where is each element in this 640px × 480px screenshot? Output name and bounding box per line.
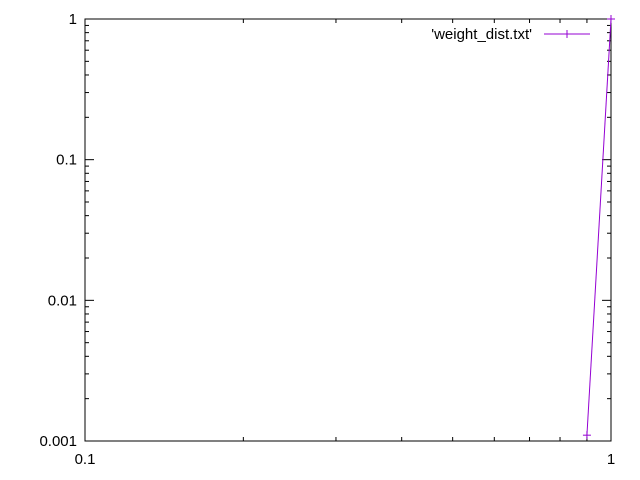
x-tick-label: 1 xyxy=(607,451,615,468)
plot-frame xyxy=(84,18,612,442)
y-tick-label: 1 xyxy=(69,11,77,28)
minor-ticks xyxy=(85,19,611,441)
data-point xyxy=(582,431,591,440)
data-point xyxy=(607,15,615,23)
series-line xyxy=(586,18,612,436)
legend-marker xyxy=(563,30,571,38)
y-tick-label: 0.1 xyxy=(56,152,77,169)
legend-marker-plus xyxy=(563,30,571,38)
y-tick-label: 0.01 xyxy=(48,292,77,309)
series-layer xyxy=(582,15,615,440)
y-tick-label: 0.001 xyxy=(39,433,77,450)
legend-label: 'weight_dist.txt' xyxy=(431,26,532,43)
tick-labels: 0.001 0.01 0.1 1 0.1 1 xyxy=(39,11,615,468)
x-tick-label: 0.1 xyxy=(75,451,96,468)
legend: 'weight_dist.txt' xyxy=(431,26,590,43)
major-ticks xyxy=(84,18,612,442)
